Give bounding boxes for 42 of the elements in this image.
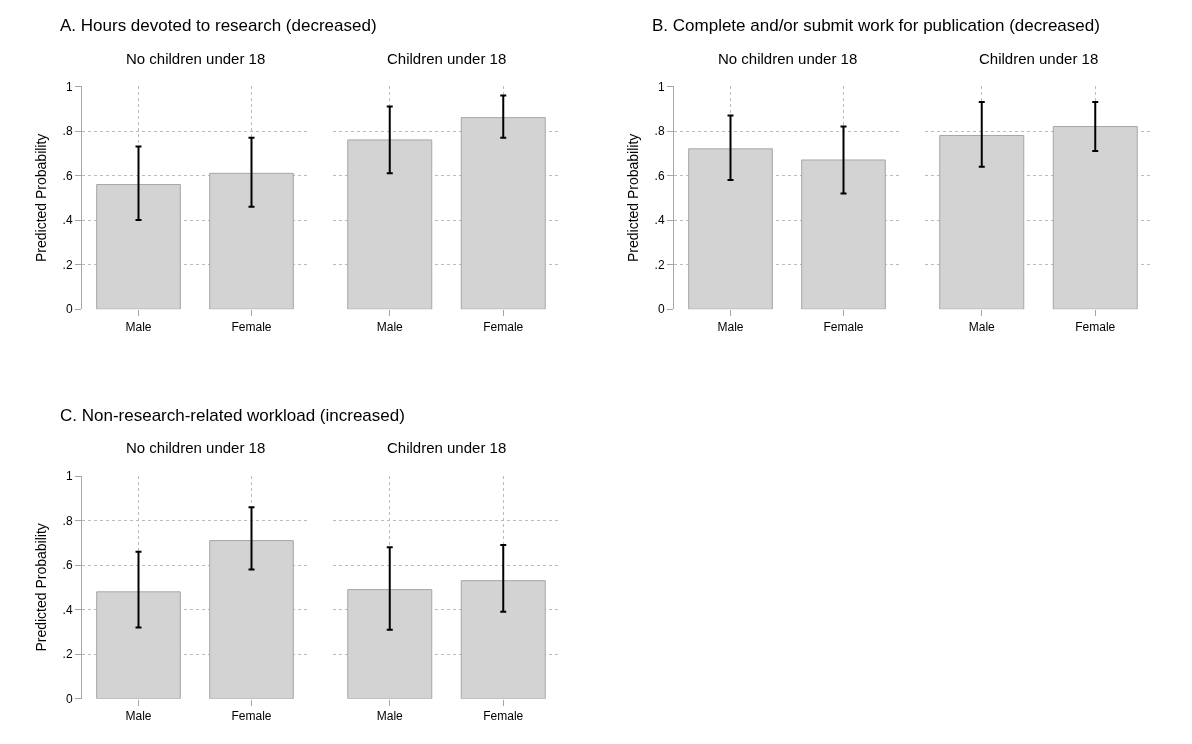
y-tick-label: .6 [62, 558, 73, 573]
y-axis-title: Predicted Probability [33, 523, 50, 652]
y-tick-label: .2 [62, 647, 73, 662]
x-tick-label: Male [376, 709, 404, 724]
y-axis-title: Predicted Probability [625, 133, 642, 263]
chart-subtitle: Children under 18 [387, 439, 507, 456]
x-tick-label: Female [231, 319, 272, 334]
y-tick-label: .2 [62, 257, 73, 272]
x-tick-label: Male [125, 319, 152, 334]
chart-subtitle: Children under 18 [979, 50, 1099, 67]
x-tick-label: Female [231, 709, 272, 724]
x-tick-label: Male [376, 319, 404, 334]
x-tick-label: Female [1075, 319, 1116, 334]
x-tick-label: Male [125, 709, 152, 724]
y-tick-label: .8 [62, 513, 73, 528]
y-tick-label: .8 [62, 124, 73, 139]
y-tick-label: .4 [654, 213, 665, 228]
chart-subtitle: No children under 18 [126, 50, 266, 67]
chart-title: B. Complete and/or submit work for publication (decreased) [652, 16, 1100, 35]
chart-title: C. Non-research-related workload (increased) [60, 406, 405, 425]
x-tick-label: Female [823, 319, 864, 334]
y-tick-label: .6 [654, 168, 665, 183]
y-tick-label: 0 [65, 691, 73, 706]
y-tick-label: 1 [657, 79, 665, 94]
y-tick-label: 0 [65, 302, 73, 317]
x-tick-label: Female [483, 709, 524, 724]
y-tick-label: .8 [654, 124, 665, 139]
y-tick-label: .6 [62, 168, 73, 183]
chart-title: A. Hours devoted to research (decreased) [60, 16, 377, 35]
y-tick-label: 1 [65, 469, 73, 484]
chart-subtitle: Children under 18 [387, 50, 507, 67]
y-tick-label: 0 [657, 302, 665, 317]
chart-subtitle: No children under 18 [718, 50, 858, 67]
y-axis-title: Predicted Probability [33, 133, 50, 263]
y-tick-label: .4 [62, 602, 73, 617]
x-tick-label: Female [483, 319, 524, 334]
y-tick-label: 1 [65, 79, 73, 94]
chart-subtitle: No children under 18 [126, 439, 266, 456]
y-tick-label: .2 [654, 257, 665, 272]
x-tick-label: Male [968, 319, 996, 334]
y-tick-label: .4 [62, 213, 73, 228]
x-tick-label: Male [717, 319, 744, 334]
